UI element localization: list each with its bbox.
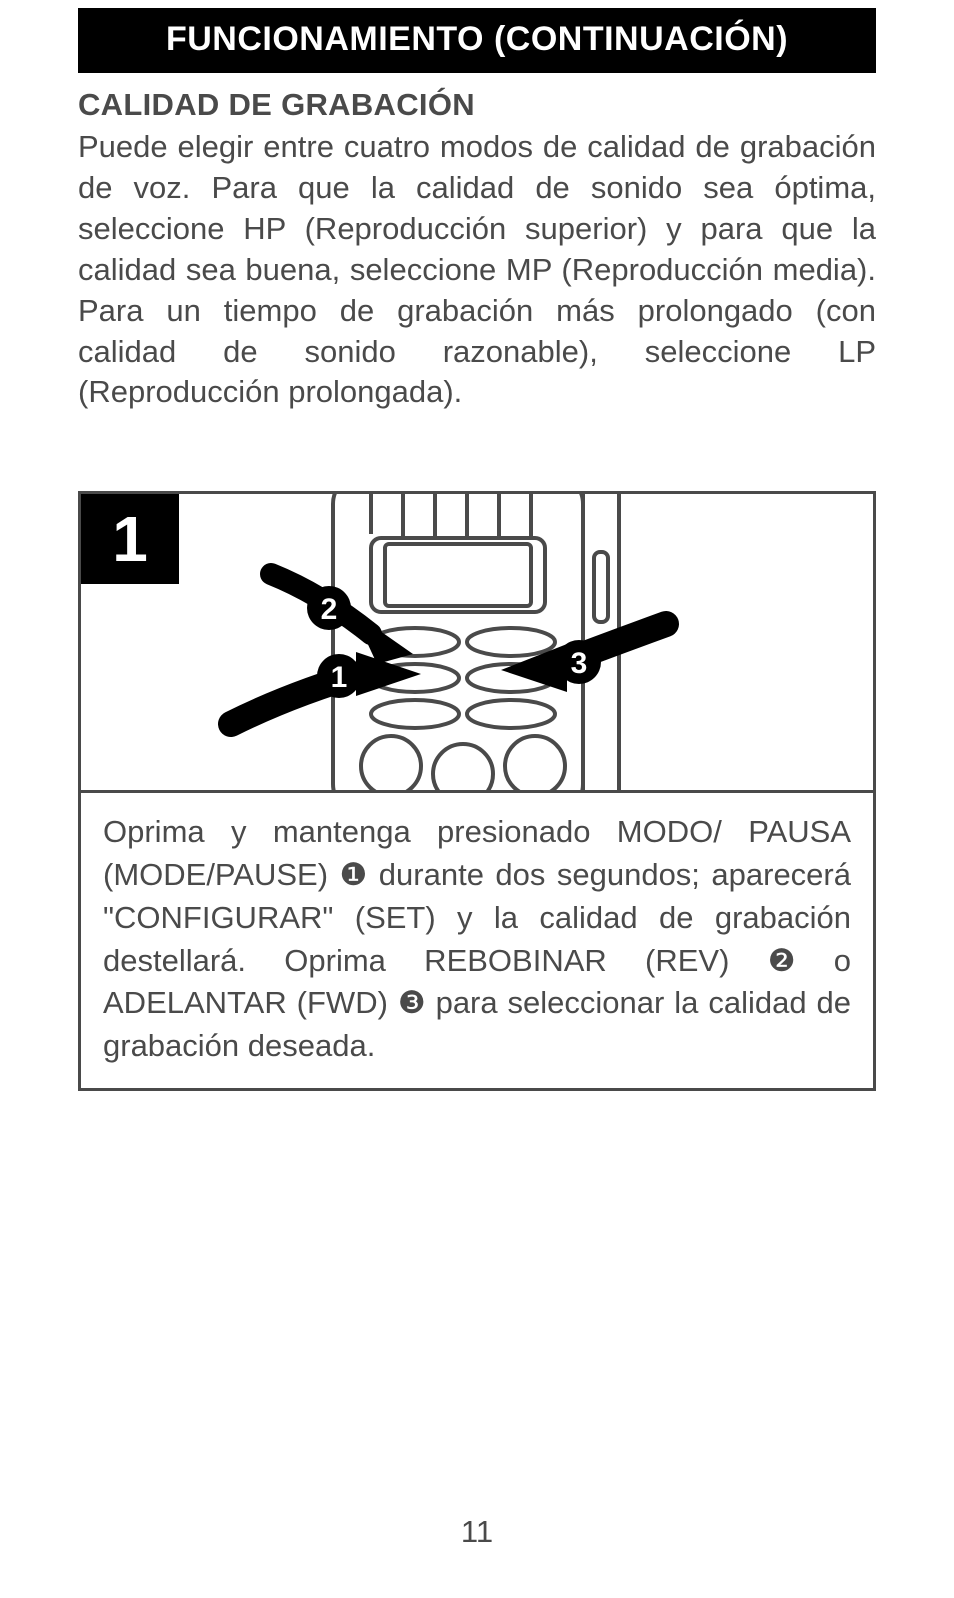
- step-number-badge: 1: [81, 494, 179, 584]
- subsection-heading: CALIDAD DE GRABACIÓN: [78, 87, 876, 123]
- bullet-two-icon: ❷: [768, 940, 796, 983]
- callout-label-3: 3: [571, 647, 588, 680]
- device-illustration: 1 2 3: [81, 494, 873, 790]
- callout-label-1: 1: [331, 661, 348, 694]
- instruction-caption: Oprima y mantenga presionado MODO/ PAUSA…: [103, 811, 851, 1068]
- callout-label-2: 2: [321, 593, 338, 626]
- manual-page: FUNCIONAMIENTO (CONTINUACIÓN) CALIDAD DE…: [0, 8, 954, 1598]
- bullet-three-icon: ❸: [398, 982, 426, 1025]
- bullet-one-icon: ❶: [340, 854, 368, 897]
- page-number: 11: [0, 1514, 954, 1550]
- section-header: FUNCIONAMIENTO (CONTINUACIÓN): [78, 8, 876, 73]
- body-paragraph: Puede elegir entre cuatro modos de calid…: [78, 127, 876, 413]
- instruction-figure: 1 2 3 1: [78, 491, 876, 793]
- instruction-caption-box: Oprima y mantenga presionado MODO/ PAUSA…: [78, 793, 876, 1091]
